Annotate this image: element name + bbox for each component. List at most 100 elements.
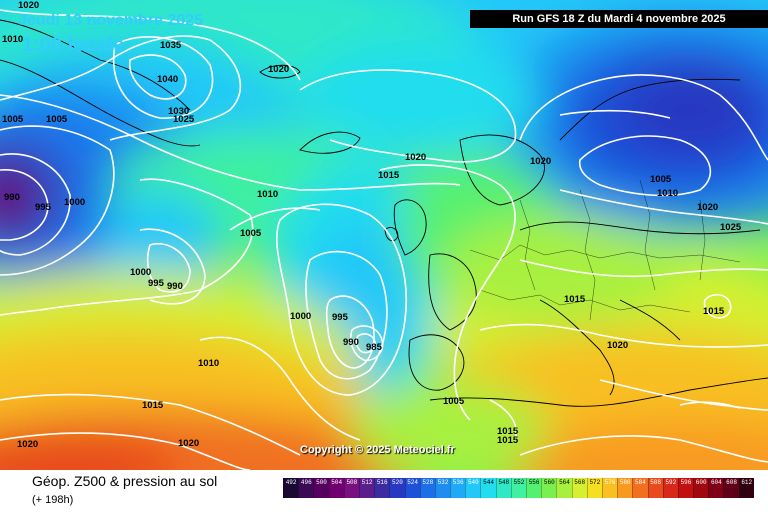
color-scale-swatch: 500: [313, 478, 329, 498]
color-scale-swatch: 512: [358, 478, 375, 498]
color-scale-swatch: 508: [343, 478, 359, 498]
isobar-label: 990: [343, 337, 359, 348]
color-scale-swatch: 604: [708, 478, 724, 498]
run-banner: Run GFS 18 Z du Mardi 4 novembre 2025: [470, 10, 768, 28]
isobar-label: 1015: [378, 170, 400, 181]
isobar-label: 1015: [142, 400, 164, 411]
isobar-label: 1030: [168, 106, 189, 117]
color-scale-swatch: 536: [450, 478, 466, 498]
coastlines: [0, 19, 768, 407]
isobar-label: 1015: [497, 435, 519, 446]
isobar-label: 1040: [157, 74, 178, 85]
color-scale-label: 564: [559, 479, 570, 486]
isobar-label: 1010: [257, 189, 278, 200]
color-scale-swatch: 516: [374, 478, 390, 498]
isobar-label: 1000: [130, 267, 151, 278]
color-scale-label: 596: [680, 479, 692, 486]
color-scale-swatch: 596: [677, 478, 694, 498]
color-scale-swatch: 556: [526, 478, 542, 498]
color-scale-label: 544: [483, 479, 494, 486]
borders: [469, 179, 741, 321]
color-scale-label: 576: [604, 479, 616, 486]
isobar-labels: 1020 1010 1005 1005 1035 1040 1030 1025 …: [2, 0, 742, 450]
color-scale-swatch: 572: [586, 478, 602, 498]
color-scale-label: 512: [361, 479, 373, 486]
color-scale-label: 520: [392, 479, 403, 486]
color-scale-label: 600: [695, 479, 707, 486]
isobar-label: 985: [366, 342, 383, 353]
isobar-label: 1020: [607, 340, 628, 351]
isobar-label: 990: [4, 192, 20, 203]
isobar-label: 1015: [703, 306, 725, 317]
isobar-label: 1005: [2, 114, 24, 125]
color-scale-swatch: 612: [738, 478, 754, 498]
color-scale-label: 492: [285, 479, 297, 486]
legend-footer: Géop. Z500 & pression au sol (+ 198h) 49…: [0, 470, 768, 512]
copyright-notice: Copyright © 2025 Meteociel.fr: [300, 444, 455, 456]
isobar-label: 1025: [173, 114, 195, 125]
isobars-extra: [559, 109, 741, 409]
isobar-label: 1000: [290, 311, 311, 322]
color-scale-swatch: 568: [571, 478, 587, 498]
color-scale-label: 572: [589, 479, 601, 486]
color-scale-label: 584: [635, 479, 646, 486]
isobar-label: 1020: [697, 202, 718, 213]
isobar-label: 1020: [268, 64, 289, 75]
isobars: [0, 9, 768, 470]
isobar-label: 1010: [657, 188, 678, 199]
color-scale-swatch: 540: [465, 478, 481, 498]
color-scale-swatch: 600: [693, 478, 709, 498]
color-scale-swatch: 576: [601, 478, 618, 498]
color-scale-swatch: 524: [404, 478, 420, 498]
color-scale-label: 608: [726, 479, 737, 486]
color-scale-swatch: 504: [328, 478, 344, 498]
color-scale-label: 524: [407, 479, 418, 486]
color-scale-label: 560: [543, 479, 555, 486]
color-scale-swatch: 532: [434, 478, 451, 498]
color-scale-label: 504: [331, 479, 343, 486]
isobar-label: 1005: [240, 228, 262, 239]
isobar-label: 1005: [443, 396, 465, 407]
pressure-geopotential-map: 1020 1010 1005 1005 1035 1040 1030 1025 …: [0, 0, 768, 470]
color-scale-label: 552: [513, 479, 525, 486]
forecast-time: 1:00 locale: [22, 34, 125, 56]
color-scale-label: 496: [300, 479, 312, 486]
color-scale-label: 580: [619, 479, 631, 486]
isobar-label: 1000: [64, 197, 85, 208]
isobar-label: 990: [167, 281, 183, 292]
color-scale-swatch: 564: [556, 478, 572, 498]
forecast-date: Jeudi 13 novembre 2025: [18, 12, 203, 29]
color-scale-label: 508: [346, 479, 358, 486]
isobar-label: 995: [35, 202, 52, 213]
color-scale-label: 568: [574, 479, 586, 486]
isobar-label: 1020: [405, 152, 426, 163]
isobar-label: 1015: [497, 426, 519, 437]
color-scale-swatch: 560: [541, 478, 557, 498]
color-scale-label: 556: [528, 479, 540, 486]
color-scale-swatch: 584: [632, 478, 648, 498]
isobar-label: 1005: [650, 174, 672, 185]
color-scale-swatch: 544: [480, 478, 496, 498]
color-scale-label: 516: [376, 479, 388, 486]
color-scale-swatch: 592: [662, 478, 678, 498]
isobar-label: 1015: [564, 294, 586, 305]
isobar-label: 1020: [18, 0, 39, 11]
color-scale-label: 528: [422, 479, 434, 486]
color-scale-label: 536: [452, 479, 464, 486]
color-scale-swatch: 496: [298, 478, 314, 498]
color-scale-swatch: 580: [617, 478, 633, 498]
lead-time: (+ 198h): [32, 494, 74, 506]
color-scale-swatch: 492: [283, 478, 299, 498]
isobar-label: 1020: [17, 439, 38, 450]
color-scale-label: 612: [741, 479, 753, 486]
color-scale-swatch: 548: [495, 478, 511, 498]
color-scale-label: 592: [665, 479, 677, 486]
isobar-label: 1025: [720, 222, 742, 233]
color-scale-label: 500: [316, 479, 327, 486]
isobar-label: 1035: [160, 40, 182, 51]
isobar-label: 1005: [46, 114, 68, 125]
color-scale-label: 532: [437, 479, 449, 486]
color-scale-swatch: 608: [723, 478, 739, 498]
isobar-label: 1010: [198, 358, 219, 369]
